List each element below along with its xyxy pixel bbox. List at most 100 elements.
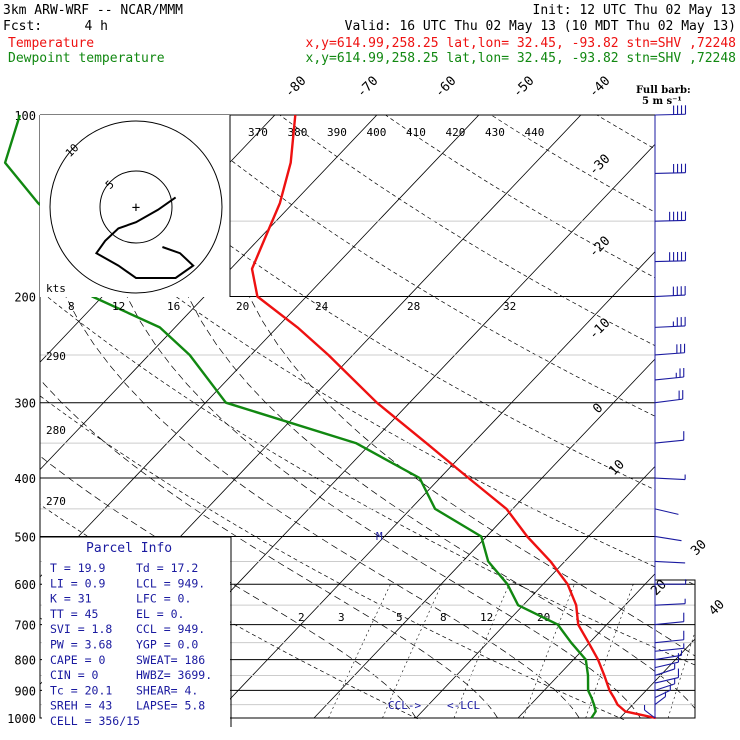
- isotherm-label: -70: [354, 74, 381, 101]
- hodograph-scale-tick: 24: [315, 300, 329, 313]
- pressure-tick-label: 700: [14, 619, 36, 633]
- parcel-info-right: LFC = 0.: [136, 592, 191, 606]
- parcel-info-left: CELL = 356/15: [50, 714, 140, 728]
- parcel-info-right: SHEAR= 4.: [136, 683, 198, 697]
- isotherm-line: [313, 115, 695, 719]
- pressure-tick-label: 900: [14, 684, 36, 698]
- theta-e-label: 270: [46, 495, 66, 508]
- wind-barb: [654, 474, 686, 481]
- moist-adiabat: [40, 296, 498, 719]
- isotherm-line: [619, 115, 695, 719]
- mixing-ratio-line: [522, 584, 575, 719]
- wind-barb: [654, 650, 683, 661]
- isotherm-line: [415, 115, 695, 719]
- theta-label: 420: [446, 126, 466, 139]
- parcel-info-right: SWEAT= 186: [136, 653, 205, 667]
- mixing-ratio-label: 5: [396, 611, 403, 624]
- dry-adiabat: [40, 115, 695, 720]
- parcel-info-right: Td = 17.2: [136, 561, 198, 575]
- parcel-info-left: SVI = 1.8: [50, 622, 112, 636]
- mixing-ratio-label: 2: [298, 611, 305, 624]
- model-title: 3km ARW-WRF -- NCAR/MMM: [3, 3, 183, 18]
- dry-adiabat: [491, 115, 695, 720]
- mixing-ratio-label: 8: [440, 611, 447, 624]
- hodograph-scale-tick: 20: [236, 300, 249, 313]
- theta-label: 370: [248, 126, 268, 139]
- isotherm-line: [722, 115, 740, 718]
- moist-adiabat: [65, 296, 580, 719]
- wind-barb: [654, 643, 685, 652]
- init-time: Init: 12 UTC Thu 02 May 13: [533, 3, 737, 18]
- isotherm-label: 30: [688, 537, 710, 559]
- barb-legend-line2: 5 m s⁻¹: [642, 96, 682, 107]
- hodograph: 10 5 + kts: [40, 115, 231, 297]
- pressure-tick-label: 200: [14, 291, 36, 305]
- wind-barb: [654, 390, 684, 404]
- hodograph-ring-inner: [99, 170, 173, 244]
- hodograph-scale-tick: 8: [68, 300, 75, 313]
- isotherm-label: -20: [586, 234, 613, 261]
- parcel-info-left: CAPE = 0: [50, 653, 105, 667]
- hodograph-center: +: [132, 200, 140, 216]
- mixing-marker: M: [376, 530, 383, 543]
- mixing-ratio-line: [382, 584, 442, 719]
- ccl-marker: CCL->: [388, 699, 421, 712]
- dry-adiabat: [40, 115, 650, 720]
- valid-time: Valid: 16 UTC Thu 02 May 13 (10 MDT Thu …: [345, 19, 736, 34]
- parcel-info-right: YGP = 0.0: [136, 638, 198, 652]
- theta-label: 430: [485, 126, 505, 139]
- isotherm-label: -80: [282, 74, 309, 101]
- isotherm-line: [517, 115, 695, 719]
- dewpoint-legend: Dewpoint temperature: [8, 51, 165, 66]
- wind-barb: [643, 705, 656, 719]
- hodograph-scale-tick: 12: [112, 300, 125, 313]
- parcel-info-right: LAPSE= 5.8: [136, 699, 205, 713]
- hodograph-ring-outer: [49, 120, 223, 294]
- wind-barb: [654, 560, 686, 564]
- isotherm-label: -30: [586, 152, 613, 179]
- isotherm-label: 40: [706, 597, 728, 619]
- wind-barb: [654, 508, 679, 515]
- pressure-tick-label: 600: [14, 578, 36, 592]
- pressure-tick-label: 400: [14, 472, 36, 486]
- parcel-info-left: K = 31: [50, 592, 92, 606]
- isotherm-line: [40, 115, 480, 719]
- isotherm-label: -40: [586, 74, 613, 101]
- wind-barb: [654, 431, 685, 444]
- wind-barb: [654, 653, 679, 669]
- hodograph-scale-tick: 16: [167, 300, 180, 313]
- mixing-ratio-line: [328, 584, 391, 719]
- parcel-info-right: EL = 0.: [136, 607, 184, 621]
- isotherm-label: -50: [510, 74, 537, 101]
- parcel-info-left: Tc = 20.1: [50, 683, 112, 697]
- temperature-profile: [250, 114, 656, 720]
- theta-label: 390: [327, 126, 347, 139]
- pressure-tick-label: 500: [14, 530, 36, 544]
- dry-adiabat: [68, 115, 695, 720]
- parcel-info-title: Parcel Info: [86, 541, 172, 556]
- wind-barb: [654, 630, 685, 644]
- barb-legend-line1: Full barb:: [636, 85, 691, 96]
- wind-barb: [654, 368, 685, 381]
- wind-barbs: [643, 105, 687, 719]
- moist-adiabat: [126, 296, 641, 719]
- pressure-tick-label: 300: [14, 397, 36, 411]
- wind-barb: [654, 343, 686, 356]
- wind-barb: [654, 211, 687, 222]
- wind-barb: [654, 663, 676, 676]
- hodograph-scale-tick: 28: [407, 300, 420, 313]
- hodograph-scale: 8 12 16 20 24 28 32: [68, 300, 516, 313]
- theta-e-label: 280: [46, 424, 66, 437]
- dry-adiabat: [279, 115, 695, 720]
- wind-barb: [654, 163, 687, 174]
- parcel-info-box: Parcel Info T = 19.9 Td = 17.2 LI = 0.9 LCL…: [40, 536, 232, 728]
- hodograph-trace: [94, 196, 195, 279]
- forecast-label: Fcst:: [3, 19, 42, 34]
- forecast-hours: 4 h: [85, 19, 108, 34]
- wind-barb: [655, 579, 687, 585]
- parcel-info-left: SREH = 43: [50, 699, 112, 713]
- theta-label: 410: [406, 126, 426, 139]
- dewpoint-location: x,y=614.99,258.25 lat,lon= 32.45, -93.82…: [306, 51, 736, 66]
- wind-barb: [654, 668, 679, 684]
- parcel-info-right: HWBZ= 3699.: [136, 668, 212, 682]
